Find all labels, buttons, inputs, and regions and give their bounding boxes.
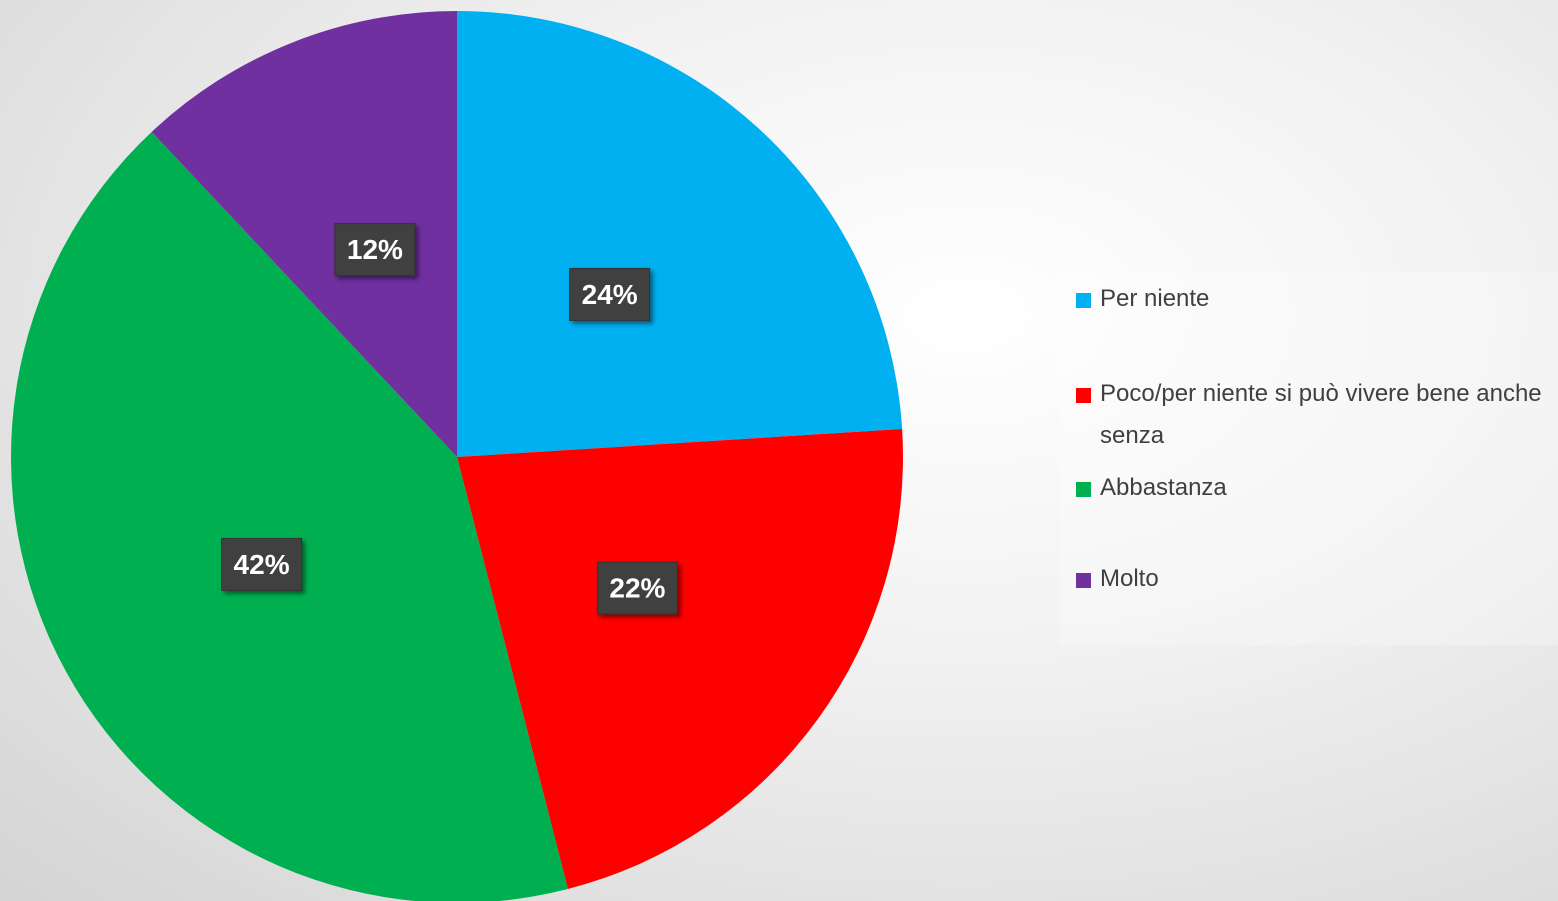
legend-label: Molto <box>1100 565 1159 592</box>
pie-slice <box>457 11 903 457</box>
pie-slice <box>11 131 568 901</box>
legend-label: Abbastanza <box>1100 474 1227 501</box>
legend-swatch <box>1076 573 1091 588</box>
legend-item: Abbastanza <box>1074 467 1554 509</box>
pie-slice <box>457 428 903 889</box>
data-label: 42% <box>234 549 290 580</box>
data-label: 22% <box>609 573 665 604</box>
pie-slice <box>151 11 457 457</box>
data-label-box <box>334 223 416 277</box>
data-label-box <box>221 537 303 591</box>
legend-item: Molto <box>1074 558 1554 600</box>
data-label: 12% <box>347 234 403 265</box>
legend-item: Poco/per niente si può vivere bene anche… <box>1074 373 1554 457</box>
data-label: 24% <box>582 279 638 310</box>
legend-label: Poco/per niente si può vivere bene anche… <box>1100 380 1542 449</box>
legend-swatch <box>1076 482 1091 497</box>
legend-item: Per niente <box>1074 278 1554 320</box>
legend-label: Per niente <box>1100 285 1210 312</box>
data-label-box <box>569 267 651 321</box>
legend: Per niente Poco/per niente si può vivere … <box>1060 272 1558 645</box>
legend-swatch <box>1076 388 1091 403</box>
legend-swatch <box>1076 293 1091 308</box>
data-label-box <box>596 561 678 615</box>
